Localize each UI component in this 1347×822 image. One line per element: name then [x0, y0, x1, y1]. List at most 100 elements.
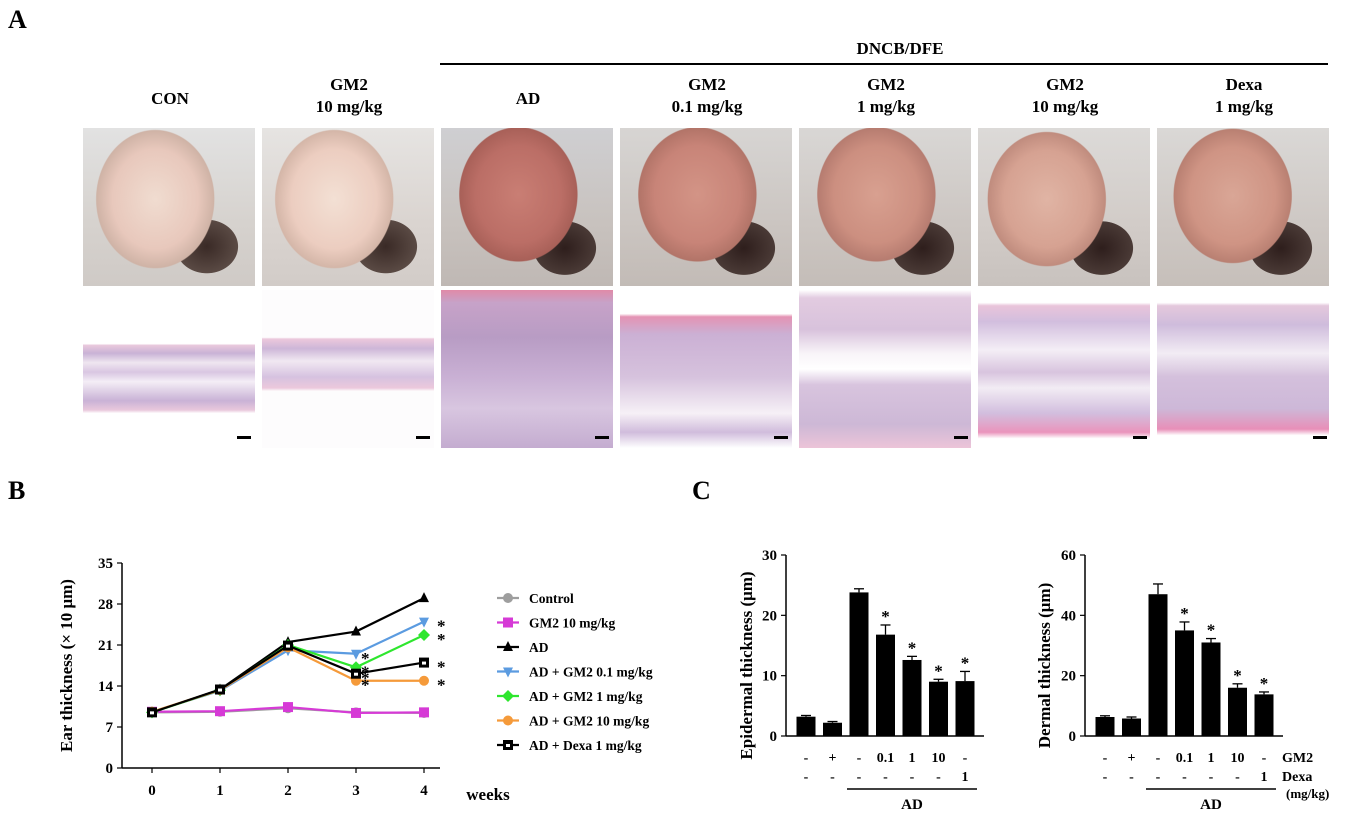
dexa-dose-label: - — [857, 770, 862, 785]
significance-mark: * — [361, 676, 370, 695]
ear-photo-gm2-10-ad — [978, 128, 1150, 286]
histology-dexa-1 — [1157, 290, 1329, 448]
column-header-3: GM2 0.1 mg/kg — [627, 74, 787, 118]
histology-gm2-10-ad — [978, 290, 1150, 448]
legend-label: GM2 10 mg/kg — [529, 616, 615, 631]
row-label-gm2: GM2 — [1282, 751, 1313, 766]
bar — [876, 634, 895, 736]
series-point-6-hole — [218, 688, 222, 692]
gm2-dose-label: - — [963, 751, 968, 766]
column-header-4: GM2 1 mg/kg — [806, 74, 966, 118]
legend-marker — [503, 617, 513, 628]
histology-gm2-1 — [799, 290, 971, 448]
significance-mark: * — [361, 669, 370, 688]
gm2-dose-label: + — [1128, 751, 1136, 766]
y-tick-label: 20 — [762, 608, 777, 624]
column-header-line2: 10 mg/kg — [1031, 97, 1099, 116]
ear-photo-dexa-1 — [1157, 128, 1329, 286]
x-tick-label: 2 — [284, 783, 292, 799]
y-tick-label: 0 — [106, 761, 114, 777]
gm2-dose-label: 1 — [909, 751, 916, 766]
bar — [849, 592, 869, 736]
dexa-dose-label: - — [1129, 770, 1134, 785]
ad-group-label: AD — [901, 797, 923, 813]
y-tick-label: 30 — [762, 548, 777, 564]
gm2-dose-label: 0.1 — [1176, 751, 1194, 766]
legend-label: AD + Dexa 1 mg/kg — [529, 738, 642, 753]
column-header-line2: 10 mg/kg — [315, 97, 383, 116]
column-header-line1: GM2 — [867, 75, 905, 94]
panel-a-letter: A — [8, 5, 27, 34]
scale-bar — [774, 436, 788, 439]
column-header-1: GM2 10 mg/kg — [269, 74, 429, 118]
ear-photo-gm2-0-1 — [620, 128, 792, 286]
column-header-line2: 1 mg/kg — [1214, 97, 1274, 116]
significance-mark: * — [437, 630, 446, 649]
histology-gm2-0-1 — [620, 290, 792, 448]
dexa-dose-label: - — [910, 770, 915, 785]
scale-bar — [595, 436, 609, 439]
series-point-6-hole — [150, 711, 154, 715]
ear-photo-gm2-1 — [799, 128, 971, 286]
gm2-dose-label: 1 — [1208, 751, 1215, 766]
x-axis-label: weeks — [466, 785, 510, 804]
ad-group-label: AD — [1200, 797, 1222, 813]
y-axis-label: Dermal thickness (μm) — [1035, 583, 1054, 748]
gm2-dose-label: 0.1 — [877, 751, 895, 766]
series-point-2 — [351, 625, 361, 636]
dexa-dose-label: - — [1103, 770, 1108, 785]
y-axis-label: Ear thickness (× 10 μm) — [57, 579, 76, 752]
gm2-dose-label: - — [1103, 751, 1108, 766]
column-header-line2: 0.1 mg/kg — [671, 97, 743, 116]
dexa-dose-label: - — [883, 770, 888, 785]
bar — [823, 722, 842, 736]
y-tick-label: 10 — [762, 669, 777, 685]
legend-marker — [502, 690, 514, 702]
legend-label: AD + GM2 1 mg/kg — [529, 689, 643, 704]
group-header-line — [440, 63, 1328, 65]
scale-bar — [1313, 436, 1327, 439]
legend-label: AD + GM2 10 mg/kg — [529, 714, 649, 729]
legend-label: AD — [529, 640, 549, 655]
bar — [796, 716, 816, 736]
gm2-dose-label: + — [829, 751, 837, 766]
gm2-dose-label: - — [804, 751, 809, 766]
bar — [902, 659, 922, 736]
legend-marker — [503, 667, 513, 678]
series-point-2 — [419, 592, 429, 603]
significance-mark: * — [1233, 666, 1242, 685]
row-label-dexa: Dexa — [1282, 770, 1312, 785]
bar — [1095, 716, 1115, 736]
dexa-dose-label: - — [1209, 770, 1214, 785]
series-point-1 — [351, 707, 361, 718]
significance-mark: * — [908, 638, 917, 657]
significance-mark: * — [437, 617, 446, 636]
y-tick-label: 7 — [106, 720, 114, 736]
y-tick-label: 20 — [1061, 669, 1076, 685]
legend-marker — [503, 593, 513, 603]
y-tick-label: 0 — [1069, 729, 1077, 745]
gm2-dose-label: - — [857, 751, 862, 766]
legend-marker — [503, 715, 513, 726]
column-header-line2: 1 mg/kg — [856, 97, 916, 116]
dexa-dose-label: 1 — [962, 770, 969, 785]
dexa-dose-label: - — [936, 770, 941, 785]
column-header-0: CON — [151, 89, 189, 108]
dexa-dose-label: - — [1156, 770, 1161, 785]
significance-mark: * — [437, 676, 446, 695]
dexa-dose-label: 1 — [1261, 770, 1268, 785]
ear-photo-ad — [441, 128, 613, 286]
series-point-5 — [419, 675, 429, 686]
column-header-2: AD — [515, 89, 541, 108]
significance-mark: * — [1260, 674, 1269, 693]
series-point-6-hole — [286, 644, 290, 648]
significance-mark: * — [1207, 621, 1216, 640]
dexa-dose-label: - — [830, 770, 835, 785]
bar — [929, 681, 948, 736]
legend-label: Control — [529, 591, 574, 606]
y-axis-label: Epidermal thickness (μm) — [737, 571, 756, 759]
dexa-dose-label: - — [1235, 770, 1240, 785]
gm2-dose-label: 10 — [932, 751, 946, 766]
series-point-3 — [419, 617, 429, 628]
